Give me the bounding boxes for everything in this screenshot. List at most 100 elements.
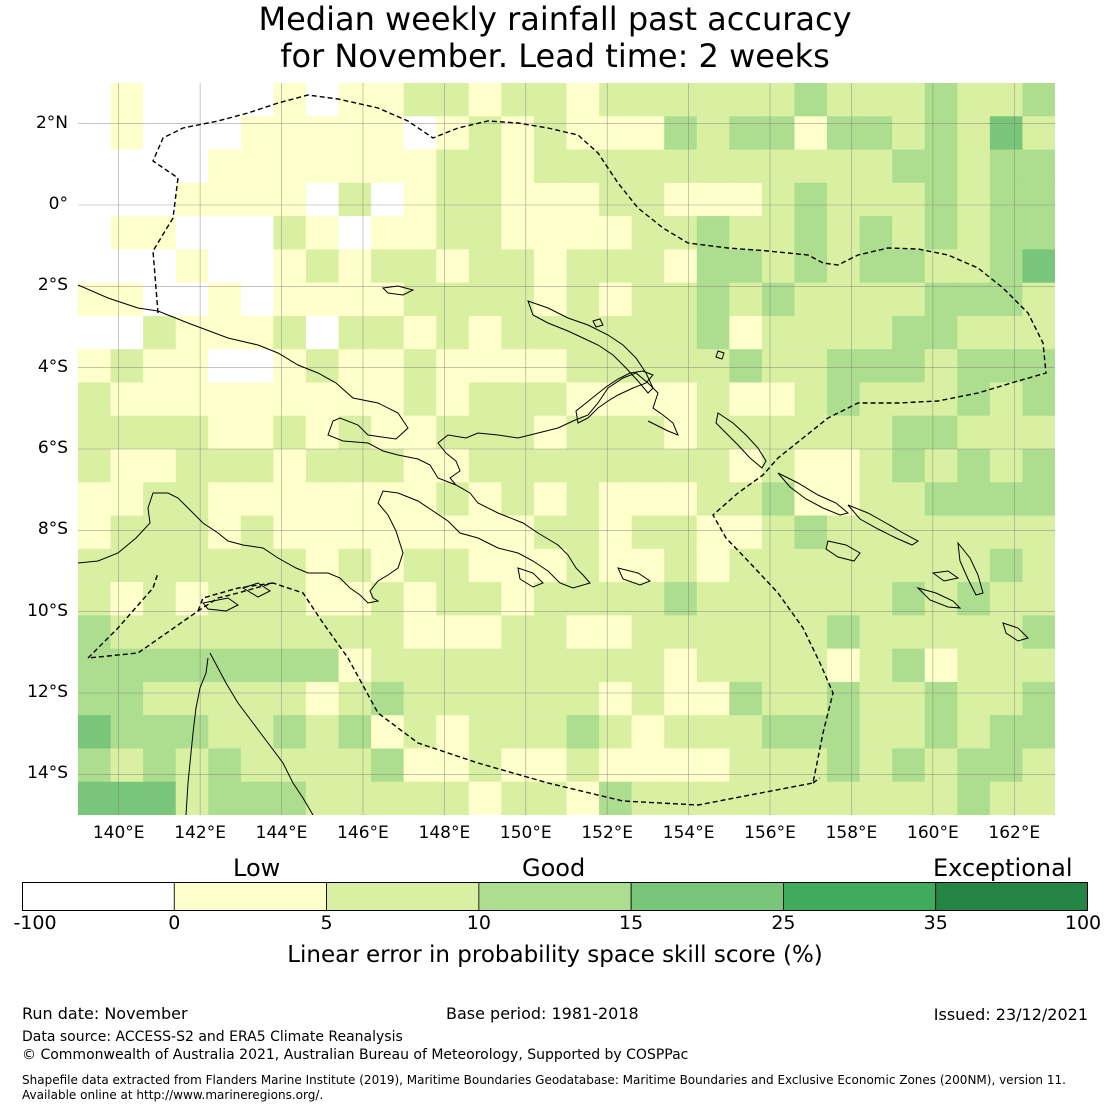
skill-grid-cell — [827, 515, 861, 550]
skill-grid-cell — [566, 515, 600, 550]
skill-grid-cell — [240, 415, 274, 450]
skill-grid-cell — [273, 715, 307, 750]
skill-grid-cell — [729, 382, 763, 417]
skill-grid-cell — [827, 449, 861, 483]
skill-grid-cell — [501, 582, 535, 616]
skill-grid-cell — [208, 83, 242, 117]
choiseul-coast — [777, 472, 850, 516]
skill-grid-cell — [371, 216, 405, 250]
skill-grid-cell — [403, 116, 437, 151]
skill-grid-cell — [892, 83, 926, 117]
skill-grid-cell — [338, 216, 372, 250]
skill-grid-cell — [78, 116, 112, 151]
skill-grid-cell — [794, 282, 828, 317]
skill-grid-cell — [208, 216, 242, 250]
skill-grid-cell — [566, 83, 600, 117]
skill-grid-cell — [371, 482, 405, 517]
skill-grid-cell — [827, 482, 861, 517]
skill-grid-cell — [305, 382, 340, 417]
skill-grid-cell — [403, 482, 437, 517]
skill-grid-cell — [1022, 715, 1055, 750]
huon-coast — [437, 372, 679, 486]
skill-grid-cell — [729, 582, 763, 616]
new-guinea-coast — [78, 284, 591, 604]
skill-grid-cell — [305, 282, 340, 317]
skill-grid-cell — [110, 748, 144, 783]
skill-grid-cell — [143, 182, 177, 217]
skill-grid-cell — [1022, 449, 1055, 483]
skill-grid-cell — [403, 349, 437, 384]
skill-grid-cell — [631, 449, 665, 483]
skill-grid-cell — [175, 449, 209, 483]
skill-grid-cell — [403, 515, 437, 550]
skill-grid-cell — [371, 648, 405, 683]
skill-grid-cell — [566, 182, 600, 217]
skill-grid-cell — [989, 282, 1024, 317]
skill-grid-cell — [1022, 282, 1055, 317]
skill-grid-cell — [305, 349, 340, 384]
skill-grid-cell — [924, 781, 958, 815]
skill-grid-cell — [989, 182, 1024, 217]
skill-grid-cell — [240, 216, 274, 250]
skill-grid-cell — [599, 548, 633, 583]
lon-label: 140°E — [92, 823, 145, 843]
skill-grid-cell — [924, 482, 958, 517]
skill-grid-cell — [924, 216, 958, 250]
skill-grid-cell — [305, 781, 340, 815]
skill-grid-cell — [859, 548, 893, 583]
skill-grid-cell — [338, 249, 372, 284]
skill-grid-cell — [599, 681, 633, 716]
skill-grid-cell — [78, 216, 112, 250]
skill-grid-cell — [273, 781, 307, 815]
skill-grid-cell — [175, 83, 209, 117]
colorbar-tick-label: 15 — [619, 912, 644, 934]
skill-grid-cell — [924, 116, 958, 151]
skill-grid-cell — [924, 615, 958, 650]
skill-grid-cell — [827, 349, 861, 384]
skill-grid-cell — [696, 515, 730, 550]
skill-grid-cell — [403, 615, 437, 650]
skill-grid-cell — [957, 315, 991, 350]
skill-grid-cell — [273, 582, 307, 616]
skill-grid-cell — [371, 548, 405, 583]
skill-grid-cell — [240, 349, 274, 384]
skill-grid-cell — [143, 349, 177, 384]
skill-grid-cell — [273, 482, 307, 517]
skill-grid-cell — [501, 548, 535, 583]
skill-grid-cell — [696, 415, 730, 450]
skill-grid-cell — [924, 83, 958, 117]
skill-grid-cell — [533, 781, 568, 815]
skill-grid-cell — [794, 781, 828, 815]
skill-grid-cell — [175, 282, 209, 317]
skill-grid-cell — [338, 415, 372, 450]
skill-grid-cell — [696, 582, 730, 616]
guadalcanal-coast — [825, 540, 861, 562]
small-island-2 — [715, 350, 725, 360]
skill-grid-cell — [892, 182, 926, 217]
skill-grid-cell — [436, 315, 470, 350]
skill-grid-cell — [208, 515, 242, 550]
lat-label: 0° — [48, 194, 68, 214]
skill-grid-cell — [859, 615, 893, 650]
skill-grid-cell — [827, 582, 861, 616]
skill-grid-cell — [371, 315, 405, 350]
skill-grid-cell — [175, 182, 209, 217]
skill-grid-cell — [631, 315, 665, 350]
skill-grid-cell — [110, 515, 144, 550]
skill-grid-cell — [859, 715, 893, 750]
skill-grid-cell — [696, 781, 730, 815]
skill-grid-cell — [794, 515, 828, 550]
skill-grid-cell — [957, 182, 991, 217]
skill-grid-cell — [305, 582, 340, 616]
skill-grid-cell — [892, 282, 926, 317]
skill-grid-cell — [338, 615, 372, 650]
skill-grid-cell — [143, 715, 177, 750]
category-good: Good — [522, 854, 586, 882]
skill-grid-cell — [143, 282, 177, 317]
skill-grid-cell — [240, 648, 274, 683]
lat-label: 12°S — [27, 682, 68, 702]
skill-grid-cell — [696, 648, 730, 683]
skill-grid-cell — [78, 615, 112, 650]
colorbar-frame — [22, 882, 1088, 911]
colorbar-label: Linear error in probability space skill … — [287, 942, 823, 968]
